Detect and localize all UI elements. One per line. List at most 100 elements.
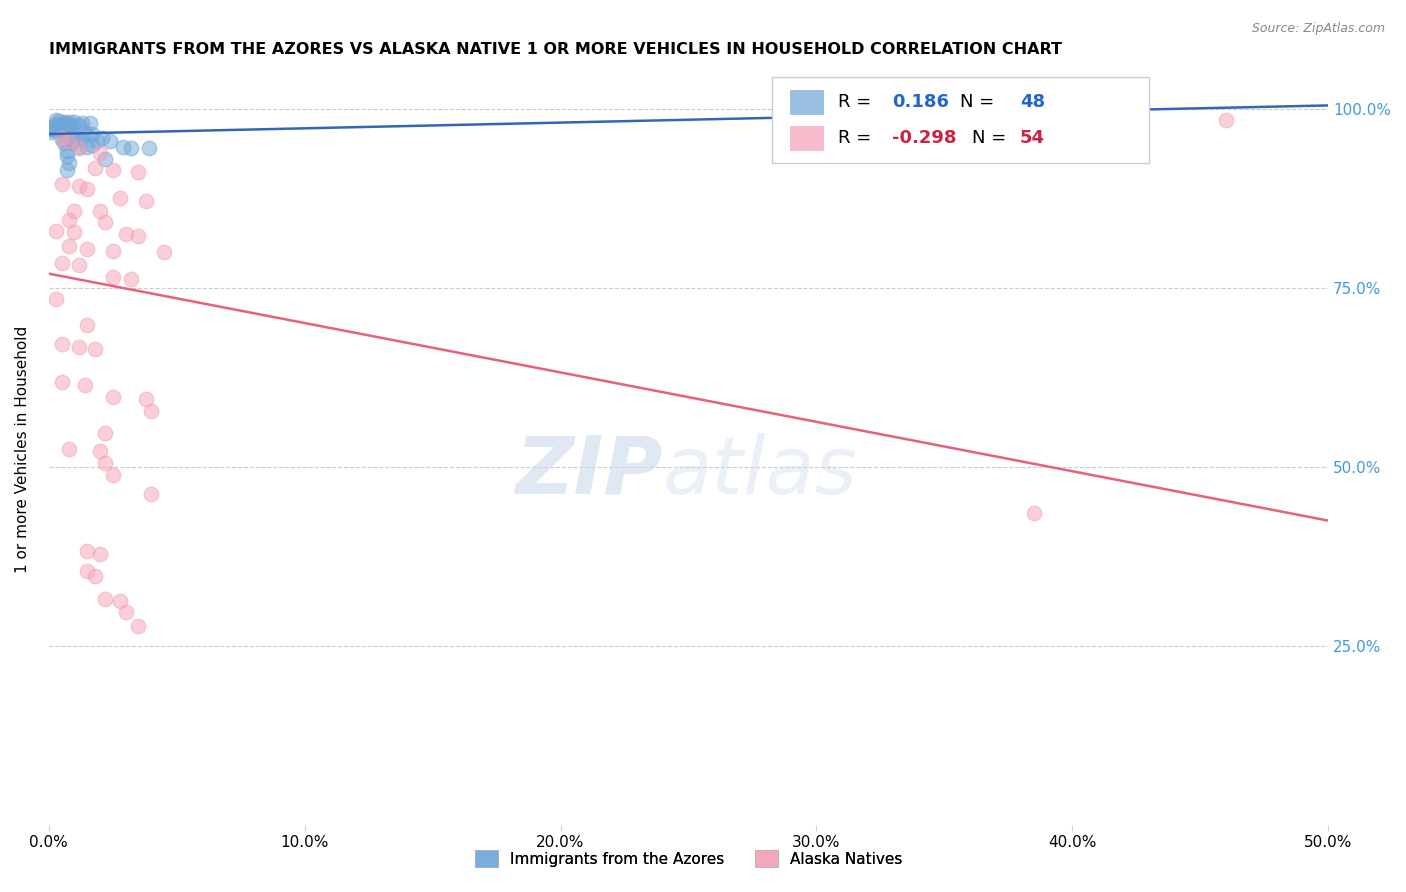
Point: [60, 118, 83, 132]
Point: [139, 404, 162, 418]
Point: [45, 122, 67, 136]
Point: [69, 340, 91, 354]
Point: [58, 442, 80, 456]
Point: [101, 270, 124, 285]
Point: [1215, 112, 1237, 127]
Point: [98, 134, 121, 148]
Point: [127, 619, 149, 633]
Point: [69, 258, 91, 272]
Text: R =: R =: [838, 93, 877, 111]
Point: [70, 132, 93, 146]
Point: [48, 114, 70, 128]
Point: [42, 119, 65, 133]
Point: [82, 137, 104, 152]
Point: [110, 594, 132, 608]
Point: [51, 177, 73, 191]
Point: [101, 244, 124, 258]
Point: [55, 144, 77, 158]
Point: [53, 115, 76, 129]
Point: [51, 376, 73, 390]
Text: 48: 48: [1019, 93, 1045, 111]
Point: [69, 118, 91, 132]
Point: [45, 117, 67, 131]
Point: [83, 568, 105, 582]
Text: 0.186: 0.186: [891, 93, 949, 111]
Point: [76, 140, 98, 154]
Point: [94, 425, 117, 440]
Point: [51, 132, 73, 146]
Point: [127, 229, 149, 244]
Point: [58, 213, 80, 227]
Point: [89, 547, 111, 561]
Point: [58, 130, 80, 145]
Point: [127, 165, 149, 179]
Y-axis label: 1 or more Vehicles in Household: 1 or more Vehicles in Household: [15, 326, 30, 573]
FancyBboxPatch shape: [790, 126, 823, 150]
Point: [94, 592, 117, 607]
Point: [58, 134, 80, 148]
Point: [76, 242, 98, 256]
Point: [101, 468, 124, 483]
Point: [58, 155, 80, 169]
Point: [94, 215, 117, 229]
Point: [73, 125, 96, 139]
Point: [101, 390, 124, 404]
Text: 54: 54: [1019, 128, 1045, 147]
Point: [53, 136, 76, 151]
Point: [60, 136, 83, 151]
Text: -0.298: -0.298: [891, 128, 956, 147]
Point: [76, 544, 98, 558]
Point: [53, 123, 76, 137]
Point: [39, 125, 62, 139]
Text: Source: ZipAtlas.com: Source: ZipAtlas.com: [1251, 22, 1385, 36]
Point: [55, 162, 77, 177]
Point: [45, 120, 67, 135]
Point: [94, 152, 117, 166]
Point: [48, 123, 70, 137]
Legend: Immigrants from the Azores, Alaska Natives: Immigrants from the Azores, Alaska Nativ…: [468, 844, 908, 873]
Point: [45, 292, 67, 306]
Point: [60, 132, 83, 146]
Point: [139, 487, 162, 501]
Point: [114, 605, 136, 619]
Point: [58, 239, 80, 253]
Text: N =: N =: [973, 128, 1012, 147]
Text: R =: R =: [838, 128, 877, 147]
Point: [66, 130, 89, 145]
Point: [55, 117, 77, 131]
Point: [135, 392, 157, 406]
Point: [111, 140, 134, 154]
Point: [55, 122, 77, 136]
Point: [135, 194, 157, 208]
Point: [89, 444, 111, 458]
Point: [69, 141, 91, 155]
Point: [73, 377, 96, 392]
Point: [51, 336, 73, 351]
Point: [89, 203, 111, 218]
Point: [138, 141, 160, 155]
Point: [63, 203, 86, 218]
Point: [86, 134, 108, 148]
Point: [69, 179, 91, 194]
Point: [53, 119, 76, 133]
Point: [51, 117, 73, 131]
Point: [153, 245, 176, 260]
Point: [76, 564, 98, 578]
Point: [79, 115, 101, 129]
Point: [45, 112, 67, 127]
Point: [63, 115, 86, 129]
Point: [39, 122, 62, 136]
Point: [101, 162, 124, 177]
Point: [110, 192, 132, 206]
Text: IMMIGRANTS FROM THE AZORES VS ALASKA NATIVE 1 OR MORE VEHICLES IN HOUSEHOLD CORR: IMMIGRANTS FROM THE AZORES VS ALASKA NAT…: [49, 42, 1062, 57]
Point: [51, 256, 73, 270]
FancyBboxPatch shape: [790, 90, 823, 114]
Point: [51, 120, 73, 135]
Point: [70, 115, 93, 129]
Point: [58, 115, 80, 129]
Point: [45, 224, 67, 238]
Text: ZIP: ZIP: [516, 433, 662, 510]
Point: [76, 182, 98, 196]
Point: [42, 123, 65, 137]
Point: [120, 272, 142, 286]
